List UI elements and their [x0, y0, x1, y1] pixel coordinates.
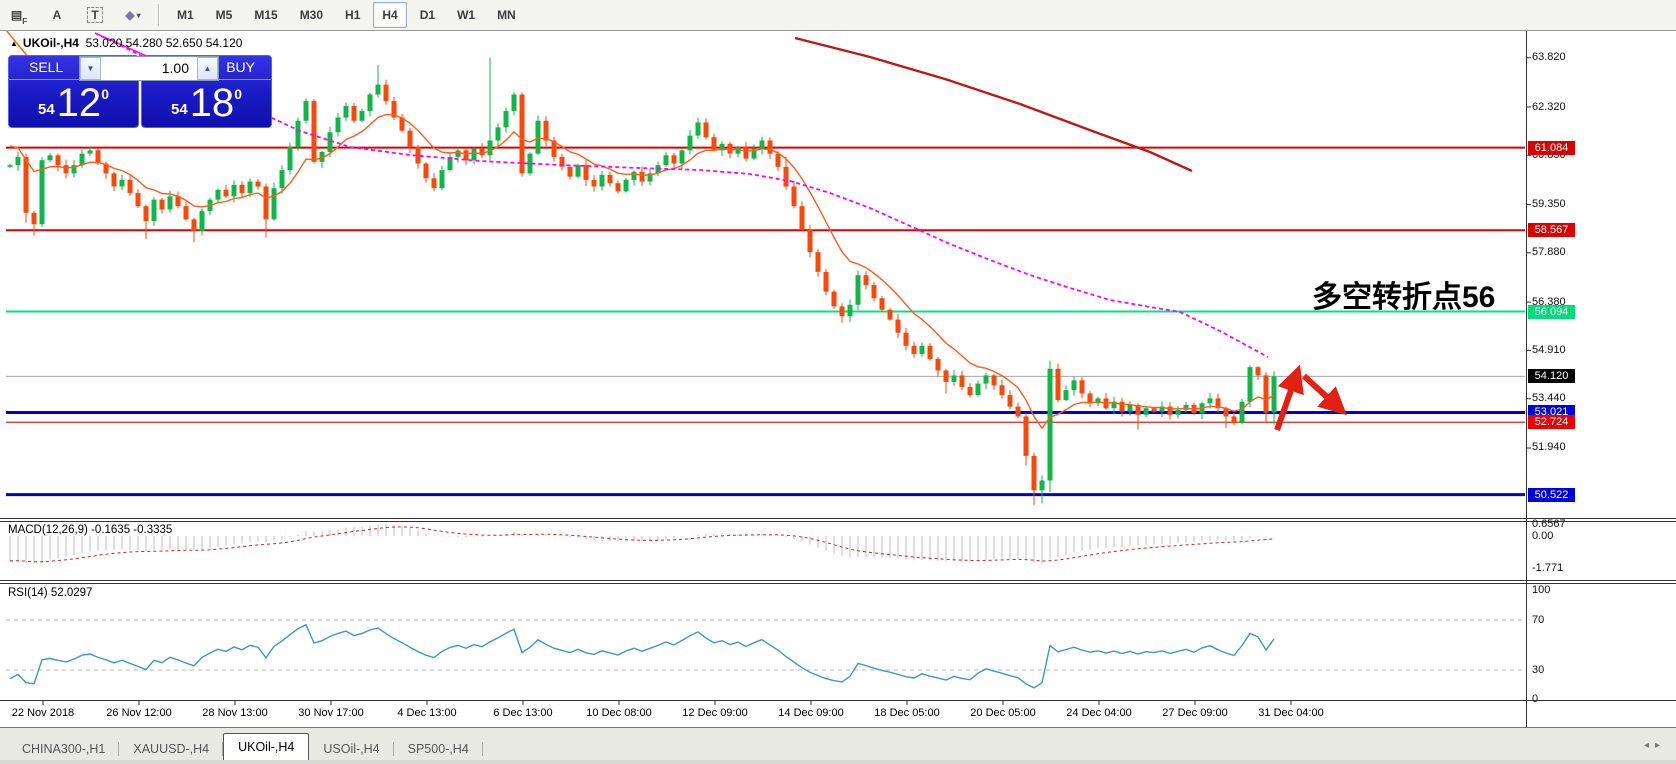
sell-label: SELL: [9, 56, 138, 80]
symbol-tab-china300h1[interactable]: CHINA300-,H1: [8, 737, 120, 761]
time-axis-label: 20 Dec 05:00: [970, 707, 1036, 719]
time-axis-label: 28 Nov 13:00: [202, 707, 268, 719]
timeframe-button-m30[interactable]: M30: [299, 8, 324, 22]
timeframe-group: M1 M5 M15 M30 H1 H4 D1 W1 MN: [166, 2, 527, 28]
indicator-axis-label: 70: [1532, 613, 1545, 626]
timeframe-button-m5[interactable]: M5: [215, 8, 233, 22]
text-box-icon[interactable]: T: [78, 3, 112, 27]
symbol-tab-bar: CHINA300-,H1 XAUUSD-,H4 UKOil-,H4 USOil-,H4…: [0, 727, 1676, 761]
collapse-panel-icon[interactable]: ▲: [10, 39, 18, 48]
chart-text-annotation[interactable]: 多空转折点56: [1312, 281, 1496, 314]
indicator-axis-label: 30: [1532, 663, 1545, 676]
price-axis-label: 54.910: [1532, 343, 1566, 356]
price-axis-label: 53.440: [1532, 392, 1566, 405]
pane-divider[interactable]: [0, 583, 1676, 584]
time-axis-label: 27 Dec 09:00: [1162, 707, 1228, 719]
price-level-badge: 52.724: [1528, 415, 1575, 430]
ohlc-low: 52.650: [165, 36, 203, 50]
price-axis-border: [1526, 30, 1527, 727]
timeframe-button-h4[interactable]: H4: [373, 2, 407, 28]
symbol-tab-xauusdh4[interactable]: XAUUSD-,H4: [119, 737, 223, 761]
timeframe-button-d1[interactable]: D1: [419, 8, 436, 22]
price-level-badge: 58.567: [1528, 223, 1575, 238]
timeframe-button-mn[interactable]: MN: [497, 8, 516, 22]
price-level-badge: 50.522: [1528, 487, 1575, 502]
pane-divider[interactable]: [0, 580, 1676, 581]
macd-indicator-label: MACD(12,26,9) -0.1635 -0.3335: [8, 524, 173, 536]
indicator-axis-label: 0.00: [1532, 529, 1554, 542]
indicator-axis-label: 100: [1532, 583, 1551, 596]
rsi-value: 52.0297: [50, 587, 93, 599]
symbol-tab-usoilh4[interactable]: USOil-,H4: [309, 737, 394, 761]
rsi-indicator-label: RSI(14) 52.0297: [8, 587, 93, 599]
tab-scroll-arrows[interactable]: ◂▸: [1644, 740, 1666, 751]
toolbar-separator: [158, 4, 160, 26]
volume-input[interactable]: 1.00: [161, 60, 189, 76]
shapes-caret-icon[interactable]: ▾: [136, 10, 141, 20]
time-axis-label: 18 Dec 05:00: [874, 707, 940, 719]
chart-frames-icon[interactable]: ▤ F: [10, 8, 28, 26]
ohlc-open: 53.020: [85, 36, 123, 50]
tab-scroll-right-icon: ▸: [1654, 740, 1666, 751]
pane-divider[interactable]: [0, 518, 1676, 519]
pane-divider: [0, 700, 1676, 701]
timeframe-button-w1[interactable]: W1: [457, 8, 476, 22]
sell-price: 54 12 0: [38, 81, 109, 125]
one-click-trade-panel: SELL 54 12 0 BUY 54 18 0 ▼ 1.00 ▲: [8, 55, 272, 128]
price-level-badge: 56.094: [1528, 304, 1575, 319]
time-axis-label: 6 Dec 13:00: [493, 707, 553, 719]
top-toolbar: ▤ F A T ◆ ▾ M1 M5 M15 M30 H1 H4 D1 W1 MN: [0, 0, 1676, 31]
volume-decrease-button[interactable]: ▼: [80, 57, 101, 80]
ohlc-high: 54.280: [125, 36, 163, 50]
time-axis-label: 24 Dec 04:00: [1066, 707, 1132, 719]
timeframe-button-h1[interactable]: H1: [345, 8, 361, 22]
pane-divider[interactable]: [0, 521, 1676, 522]
symbol-tab-sp500h4[interactable]: SP500-,H4: [394, 737, 483, 761]
label-a-icon[interactable]: A: [52, 8, 62, 22]
window-bottom-strip: [0, 760, 1676, 764]
time-axis-label: 22 Nov 2018: [11, 707, 75, 719]
time-axis-label: 12 Dec 09:00: [682, 707, 748, 719]
time-axis-label: 30 Nov 17:00: [298, 707, 364, 719]
time-axis-label: 31 Dec 04:00: [1258, 707, 1324, 719]
time-axis-label: 14 Dec 09:00: [778, 707, 844, 719]
indicator-axis-label: -1.771: [1532, 561, 1564, 574]
shapes-icon[interactable]: ◆ ▾: [125, 8, 141, 22]
time-axis-label: 26 Nov 12:00: [106, 707, 172, 719]
volume-increase-button[interactable]: ▲: [197, 57, 218, 80]
time-axis-label: 10 Dec 08:00: [586, 707, 652, 719]
buy-price: 54 18 0: [171, 81, 242, 125]
macd-values: -0.1635 -0.3335: [91, 524, 173, 536]
tab-scroll-left-icon: ◂: [1643, 740, 1655, 751]
chart-title: ▲ UKOil-,H4 53.020 54.280 52.650 54.120: [10, 36, 242, 50]
price-axis-label: 51.940: [1532, 441, 1566, 454]
symbol-name: UKOil-,H4: [22, 36, 79, 50]
indicator-axis-label: 0.6567: [1532, 517, 1566, 530]
price-level-badge: 61.084: [1528, 140, 1575, 155]
price-axis-label: 59.350: [1532, 198, 1566, 211]
time-axis-label: 4 Dec 13:00: [397, 707, 457, 719]
timeframe-button-m15[interactable]: M15: [254, 8, 278, 22]
timeframe-button-m1[interactable]: M1: [177, 8, 194, 22]
price-axis-label: 63.820: [1532, 51, 1566, 64]
volume-control: ▼ 1.00 ▲: [79, 56, 219, 81]
indicator-axis-label: 0: [1532, 692, 1539, 705]
symbol-tab-ukoilh4[interactable]: UKOil-,H4: [223, 733, 310, 761]
price-axis-label: 57.880: [1532, 246, 1566, 259]
ohlc-close: 54.120: [205, 36, 243, 50]
price-level-badge: 54.120: [1528, 369, 1575, 384]
price-axis-label: 62.320: [1532, 100, 1566, 113]
